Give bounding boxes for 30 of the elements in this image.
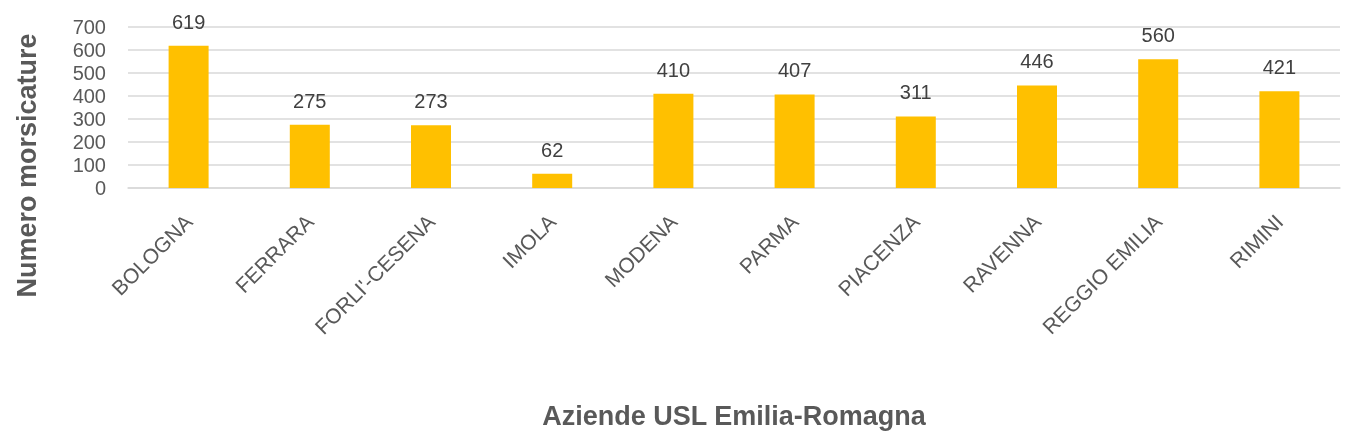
y-tick-label: 600 — [72, 39, 106, 61]
data-label: 560 — [1141, 24, 1175, 47]
bar — [1017, 85, 1057, 188]
bar — [1259, 91, 1300, 188]
data-label: 446 — [1020, 50, 1054, 73]
bar — [653, 93, 694, 188]
y-tick-label: 400 — [72, 85, 106, 107]
data-label: 619 — [171, 10, 206, 33]
bar — [774, 94, 815, 188]
bar — [168, 45, 209, 188]
data-label: 311 — [899, 81, 932, 104]
y-tick-label: 100 — [72, 154, 106, 176]
y-axis-title: Numero morsicature — [11, 33, 42, 298]
y-tick-label: 700 — [72, 16, 106, 38]
data-label: 62 — [541, 138, 564, 161]
y-tick-label: 500 — [72, 62, 106, 84]
data-label: 407 — [777, 59, 812, 82]
x-axis-title: Aziende USL Emilia-Romagna — [542, 400, 927, 431]
bar — [532, 173, 573, 188]
bar — [289, 124, 330, 188]
bar — [1138, 59, 1179, 188]
y-tick-label: 0 — [94, 177, 106, 199]
data-label: 421 — [1262, 56, 1297, 79]
y-tick-label: 200 — [72, 131, 106, 153]
y-tick-label: 300 — [72, 108, 106, 130]
data-label: 275 — [293, 89, 327, 112]
bar — [895, 116, 936, 188]
bar — [411, 125, 451, 188]
data-label: 410 — [656, 58, 691, 81]
data-label: 273 — [414, 90, 448, 113]
